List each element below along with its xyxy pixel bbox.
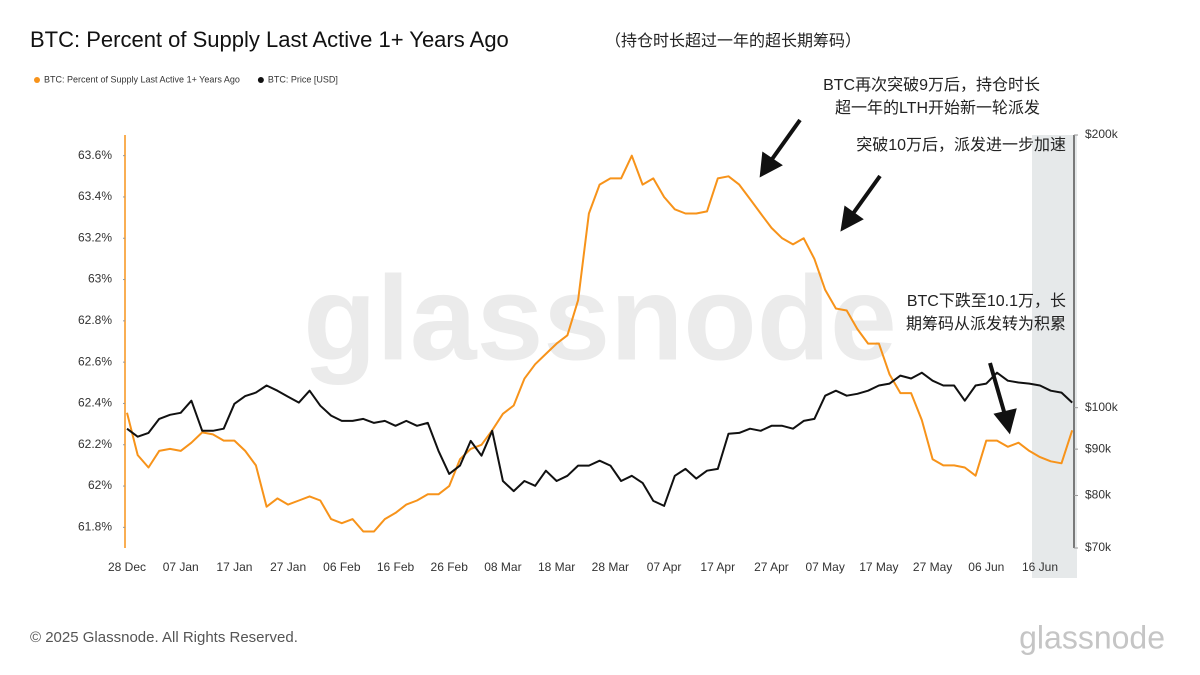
x-tick-label: 07 Jan xyxy=(163,560,199,574)
y2-tick-label: $70k xyxy=(1085,540,1112,554)
brand-logo: glassnode xyxy=(1019,619,1165,655)
y2-tick-label: $90k xyxy=(1085,441,1112,455)
annotation: 期筹码从派发转为积累 xyxy=(906,315,1066,333)
annotation: BTC再次突破9万后，持仓时长 xyxy=(823,76,1040,94)
watermark: glassnode xyxy=(303,252,897,386)
arrow xyxy=(988,362,1007,416)
legend-label: BTC: Percent of Supply Last Active 1+ Ye… xyxy=(44,74,240,84)
y-tick-label: 62.2% xyxy=(78,437,112,451)
chart-subtitle: （持仓时长超过一年的超长期筹码） xyxy=(605,32,861,50)
legend-label: BTC: Price [USD] xyxy=(268,74,338,84)
x-tick-label: 07 May xyxy=(805,560,844,574)
y-tick-label: 62.6% xyxy=(78,354,112,368)
legend-marker xyxy=(34,77,40,83)
arrows xyxy=(759,118,1017,435)
legend-marker xyxy=(257,77,264,83)
y-tick-label: 62% xyxy=(88,478,112,492)
x-tick-label: 16 Feb xyxy=(377,560,415,574)
x-tick-label: 17 May xyxy=(859,560,898,574)
x-tick-label: 06 Feb xyxy=(323,560,361,574)
x-tick-label: 27 Jan xyxy=(270,560,306,574)
chart-title: BTC: Percent of Supply Last Active 1+ Ye… xyxy=(30,27,509,52)
x-tick-label: 28 Dec xyxy=(108,560,146,574)
series-line xyxy=(126,371,1073,507)
shaded-region xyxy=(1032,135,1077,578)
y2-tick-label: $100k xyxy=(1085,400,1119,414)
y2-tick-label: $80k xyxy=(1085,488,1112,502)
y-tick-label: 63.4% xyxy=(78,189,112,203)
x-tick-label: 28 Mar xyxy=(592,560,629,574)
x-tick-label: 26 Feb xyxy=(431,560,469,574)
x-tick-label: 17 Jan xyxy=(216,560,252,574)
y-tick-label: 63.6% xyxy=(78,148,112,162)
x-tick-label: 27 Apr xyxy=(754,560,789,574)
arrow-head xyxy=(993,408,1017,435)
arrow xyxy=(768,118,802,164)
y-tick-label: 61.8% xyxy=(78,520,112,534)
x-tick-label: 08 Mar xyxy=(484,560,521,574)
y-tick-label: 62.4% xyxy=(78,396,112,410)
x-tick-label: 27 May xyxy=(913,560,952,574)
y-tick-label: 63.2% xyxy=(78,230,112,244)
footer: © 2025 Glassnode. All Rights Reserved. xyxy=(30,629,298,646)
x-tick-label: 06 Jun xyxy=(968,560,1004,574)
y-tick-label: 62.8% xyxy=(78,313,112,327)
series-line xyxy=(126,154,1074,533)
annotation: 超一年的LTH开始新一轮派发 xyxy=(835,99,1040,117)
arrow-head xyxy=(840,205,864,232)
x-tick-label: 16 Jun xyxy=(1022,560,1058,574)
y-tick-label: 63% xyxy=(88,272,112,286)
x-tick-label: 07 Apr xyxy=(647,560,682,574)
x-tick-label: 17 Apr xyxy=(700,560,735,574)
annotation: 突破10万后，派发进一步加速 xyxy=(856,136,1066,154)
y2-tick-label: $200k xyxy=(1085,127,1119,141)
arrow-head xyxy=(759,151,783,178)
arrow xyxy=(850,174,882,217)
annotation: BTC下跌至10.1万，长 xyxy=(907,292,1066,310)
x-tick-label: 18 Mar xyxy=(538,560,575,574)
